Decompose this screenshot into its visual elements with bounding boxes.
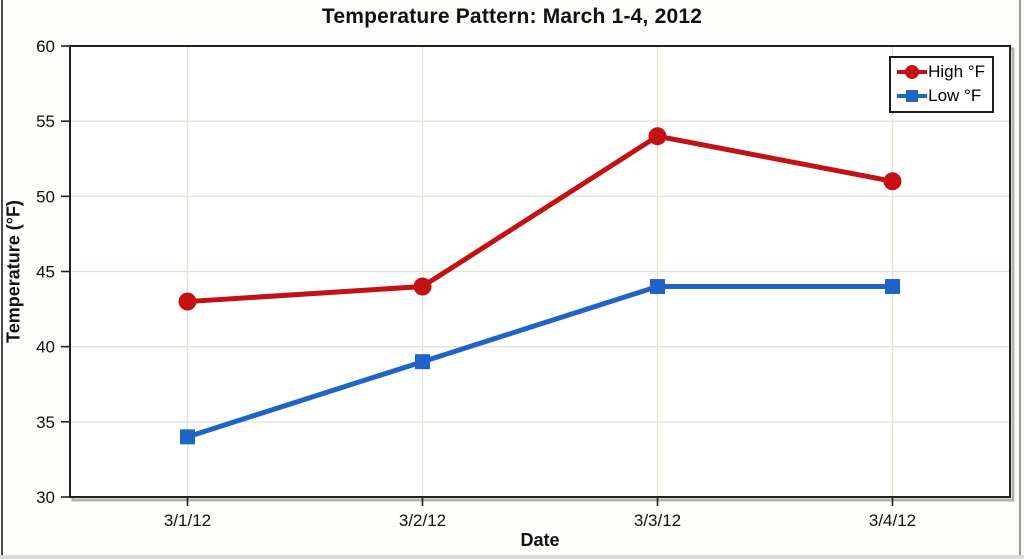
y-tick-label: 35 xyxy=(36,413,55,432)
legend-label: High °F xyxy=(928,62,985,81)
x-tick-label: 3/4/12 xyxy=(869,511,916,530)
y-tick-label: 60 xyxy=(36,37,55,56)
series-line xyxy=(185,133,895,305)
data-point-marker xyxy=(650,279,665,295)
data-point-marker xyxy=(415,354,430,370)
legend-label: Low °F xyxy=(928,86,982,105)
x-tick-label: 3/1/12 xyxy=(164,511,211,530)
series-low-f xyxy=(180,279,900,445)
legend-square-marker-icon xyxy=(897,90,928,102)
data-point-marker xyxy=(413,277,432,296)
y-tick-label: 50 xyxy=(36,187,55,206)
y-tick-label: 40 xyxy=(36,338,55,357)
legend-item: High °F xyxy=(896,60,985,84)
page-edge-right xyxy=(1019,0,1021,559)
y-tick-label: 30 xyxy=(36,488,55,507)
chart-title: Temperature Pattern: March 1-4, 2012 xyxy=(321,5,703,28)
legend-item: Low °F xyxy=(896,84,985,108)
y-axis-label: Temperature (°F) xyxy=(3,200,24,343)
series-line xyxy=(185,284,895,440)
data-point-marker xyxy=(648,127,667,146)
x-tick-label: 3/2/12 xyxy=(399,511,446,530)
y-tick-label: 55 xyxy=(36,112,55,131)
legend-circle-marker-icon xyxy=(897,65,928,79)
gridlines xyxy=(70,46,1010,497)
x-axis-ticks: 3/1/12 3/2/12 3/3/12 3/4/12 xyxy=(164,497,916,530)
series-high-f xyxy=(178,127,902,311)
y-axis-ticks: 30 35 40 45 50 55 60 xyxy=(36,37,70,507)
x-tick-label: 3/3/12 xyxy=(634,511,681,530)
x-axis-label: Date xyxy=(520,530,560,550)
y-tick-label: 45 xyxy=(36,263,55,282)
data-point-marker xyxy=(885,279,900,295)
data-point-marker xyxy=(180,429,195,445)
data-point-marker xyxy=(178,292,197,311)
page-edge-left xyxy=(1,0,3,559)
legend: High °F Low °F xyxy=(889,56,994,113)
data-point-marker xyxy=(883,172,902,191)
page-edge-bottom xyxy=(0,555,1024,559)
